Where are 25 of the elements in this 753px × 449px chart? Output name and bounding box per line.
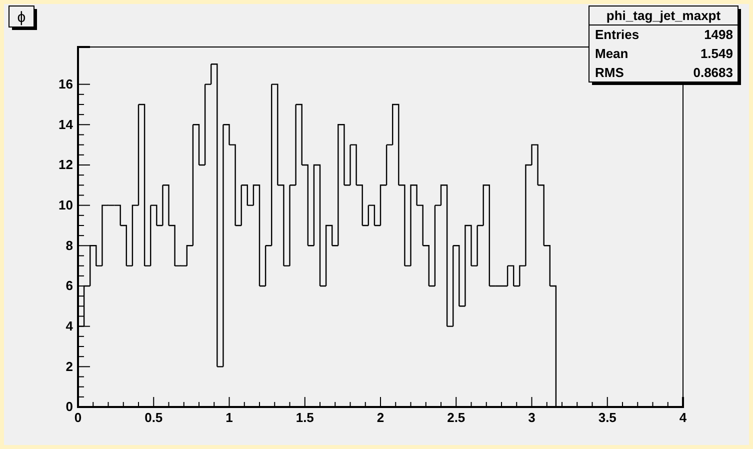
text: phi_tag_jet_maxpt <box>606 8 722 23</box>
text: 0.8683 <box>693 65 733 80</box>
x-tick-label: 4 <box>679 410 688 426</box>
y-tick-label: 6 <box>66 278 73 294</box>
text: 1.549 <box>700 46 733 61</box>
y-tick-label: 4 <box>66 318 74 334</box>
x-tick-label: 2.5 <box>447 410 466 426</box>
x-tick-label: 3 <box>528 410 536 426</box>
y-tick-label: 10 <box>58 197 73 212</box>
text: Entries <box>595 27 640 42</box>
y-tick-label: 12 <box>58 157 73 172</box>
y-tick-label: 16 <box>58 76 73 92</box>
y-tick-label: 8 <box>66 238 73 253</box>
x-tick-label: 0.5 <box>144 410 163 426</box>
annotation: Mean <box>595 46 628 61</box>
y-tick-label: 14 <box>58 116 74 132</box>
annotation: RMS <box>595 65 624 80</box>
x-tick-label: 1 <box>226 410 233 426</box>
y-tick-label: 0 <box>66 399 73 414</box>
x-tick-label: 3.5 <box>598 410 616 426</box>
text: 1498 <box>704 27 733 42</box>
y-tick-label: 2 <box>66 358 73 374</box>
chart-title: ϕ <box>17 9 26 26</box>
x-tick-label: 2 <box>376 410 384 426</box>
x-tick-label: 1.5 <box>296 410 314 426</box>
